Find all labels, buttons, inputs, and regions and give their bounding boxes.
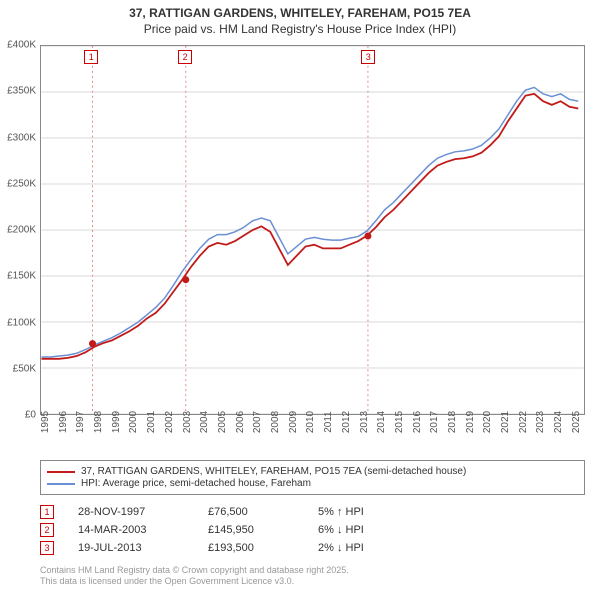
transaction-price: £193,500 — [208, 542, 318, 554]
transaction-price: £145,950 — [208, 524, 318, 536]
x-tick-label: 2022 — [518, 411, 529, 433]
chart-marker-box: 1 — [84, 50, 98, 64]
chart-legend: 37, RATTIGAN GARDENS, WHITELEY, FAREHAM,… — [40, 460, 585, 495]
table-row: 2 14-MAR-2003 £145,950 6% ↓ HPI — [40, 523, 585, 537]
legend-label: 37, RATTIGAN GARDENS, WHITELEY, FAREHAM,… — [81, 466, 466, 477]
x-tick-label: 2002 — [164, 411, 175, 433]
x-tick-label: 2018 — [447, 411, 458, 433]
y-tick-label: £0 — [25, 410, 36, 421]
y-tick-label: £50K — [13, 363, 36, 374]
x-tick-label: 2015 — [394, 411, 405, 433]
transaction-delta: 5% ↑ HPI — [318, 506, 438, 518]
attribution-footer: Contains HM Land Registry data © Crown c… — [40, 565, 349, 588]
x-tick-label: 1998 — [93, 411, 104, 433]
footer-line: This data is licensed under the Open Gov… — [40, 576, 349, 588]
x-tick-label: 2012 — [341, 411, 352, 433]
y-tick-label: £350K — [7, 86, 36, 97]
transaction-delta: 6% ↓ HPI — [318, 524, 438, 536]
x-tick-label: 2004 — [199, 411, 210, 433]
x-tick-label: 2023 — [535, 411, 546, 433]
transactions-table: 1 28-NOV-1997 £76,500 5% ↑ HPI 2 14-MAR-… — [40, 505, 585, 559]
transaction-marker: 2 — [40, 523, 54, 537]
x-tick-label: 2017 — [429, 411, 440, 433]
y-axis-labels: £0£50K£100K£150K£200K£250K£300K£350K£400… — [0, 45, 38, 415]
x-tick-label: 1999 — [111, 411, 122, 433]
transaction-date: 28-NOV-1997 — [78, 506, 208, 518]
transaction-price: £76,500 — [208, 506, 318, 518]
x-tick-label: 2000 — [128, 411, 139, 433]
x-tick-label: 2006 — [235, 411, 246, 433]
x-tick-label: 2020 — [482, 411, 493, 433]
chart-plot-area — [40, 45, 585, 415]
x-tick-label: 1995 — [40, 411, 51, 433]
x-tick-label: 2005 — [217, 411, 228, 433]
x-tick-label: 2014 — [376, 411, 387, 433]
x-tick-label: 2010 — [305, 411, 316, 433]
transaction-date: 14-MAR-2003 — [78, 524, 208, 536]
x-tick-label: 2003 — [182, 411, 193, 433]
legend-swatch — [47, 471, 75, 473]
x-tick-label: 2021 — [500, 411, 511, 433]
x-tick-label: 1997 — [75, 411, 86, 433]
x-axis-labels: 1995199619971998199920002001200220032004… — [40, 418, 585, 458]
transaction-marker: 1 — [40, 505, 54, 519]
transaction-date: 19-JUL-2013 — [78, 542, 208, 554]
x-tick-label: 2013 — [359, 411, 370, 433]
x-tick-label: 2001 — [146, 411, 157, 433]
footer-line: Contains HM Land Registry data © Crown c… — [40, 565, 349, 577]
x-tick-label: 2011 — [323, 411, 334, 433]
x-tick-label: 2009 — [288, 411, 299, 433]
x-tick-label: 2007 — [252, 411, 263, 433]
y-tick-label: £200K — [7, 225, 36, 236]
x-tick-label: 2019 — [465, 411, 476, 433]
x-tick-label: 2024 — [553, 411, 564, 433]
y-tick-label: £300K — [7, 132, 36, 143]
legend-item: HPI: Average price, semi-detached house,… — [47, 478, 578, 489]
legend-item: 37, RATTIGAN GARDENS, WHITELEY, FAREHAM,… — [47, 466, 578, 477]
x-tick-label: 2025 — [571, 411, 582, 433]
transaction-marker: 3 — [40, 541, 54, 555]
table-row: 1 28-NOV-1997 £76,500 5% ↑ HPI — [40, 505, 585, 519]
table-row: 3 19-JUL-2013 £193,500 2% ↓ HPI — [40, 541, 585, 555]
chart-marker-box: 3 — [361, 50, 375, 64]
y-tick-label: £100K — [7, 317, 36, 328]
transaction-delta: 2% ↓ HPI — [318, 542, 438, 554]
y-tick-label: £150K — [7, 271, 36, 282]
chart-header: 37, RATTIGAN GARDENS, WHITELEY, FAREHAM,… — [0, 0, 600, 38]
x-tick-label: 2008 — [270, 411, 281, 433]
legend-swatch — [47, 483, 75, 485]
y-tick-label: £250K — [7, 178, 36, 189]
chart-svg — [41, 46, 584, 414]
chart-subtitle: Price paid vs. HM Land Registry's House … — [0, 22, 600, 36]
y-tick-label: £400K — [7, 40, 36, 51]
x-tick-label: 2016 — [412, 411, 423, 433]
x-tick-label: 1996 — [58, 411, 69, 433]
chart-marker-box: 2 — [178, 50, 192, 64]
legend-label: HPI: Average price, semi-detached house,… — [81, 478, 311, 489]
chart-title: 37, RATTIGAN GARDENS, WHITELEY, FAREHAM,… — [0, 6, 600, 20]
